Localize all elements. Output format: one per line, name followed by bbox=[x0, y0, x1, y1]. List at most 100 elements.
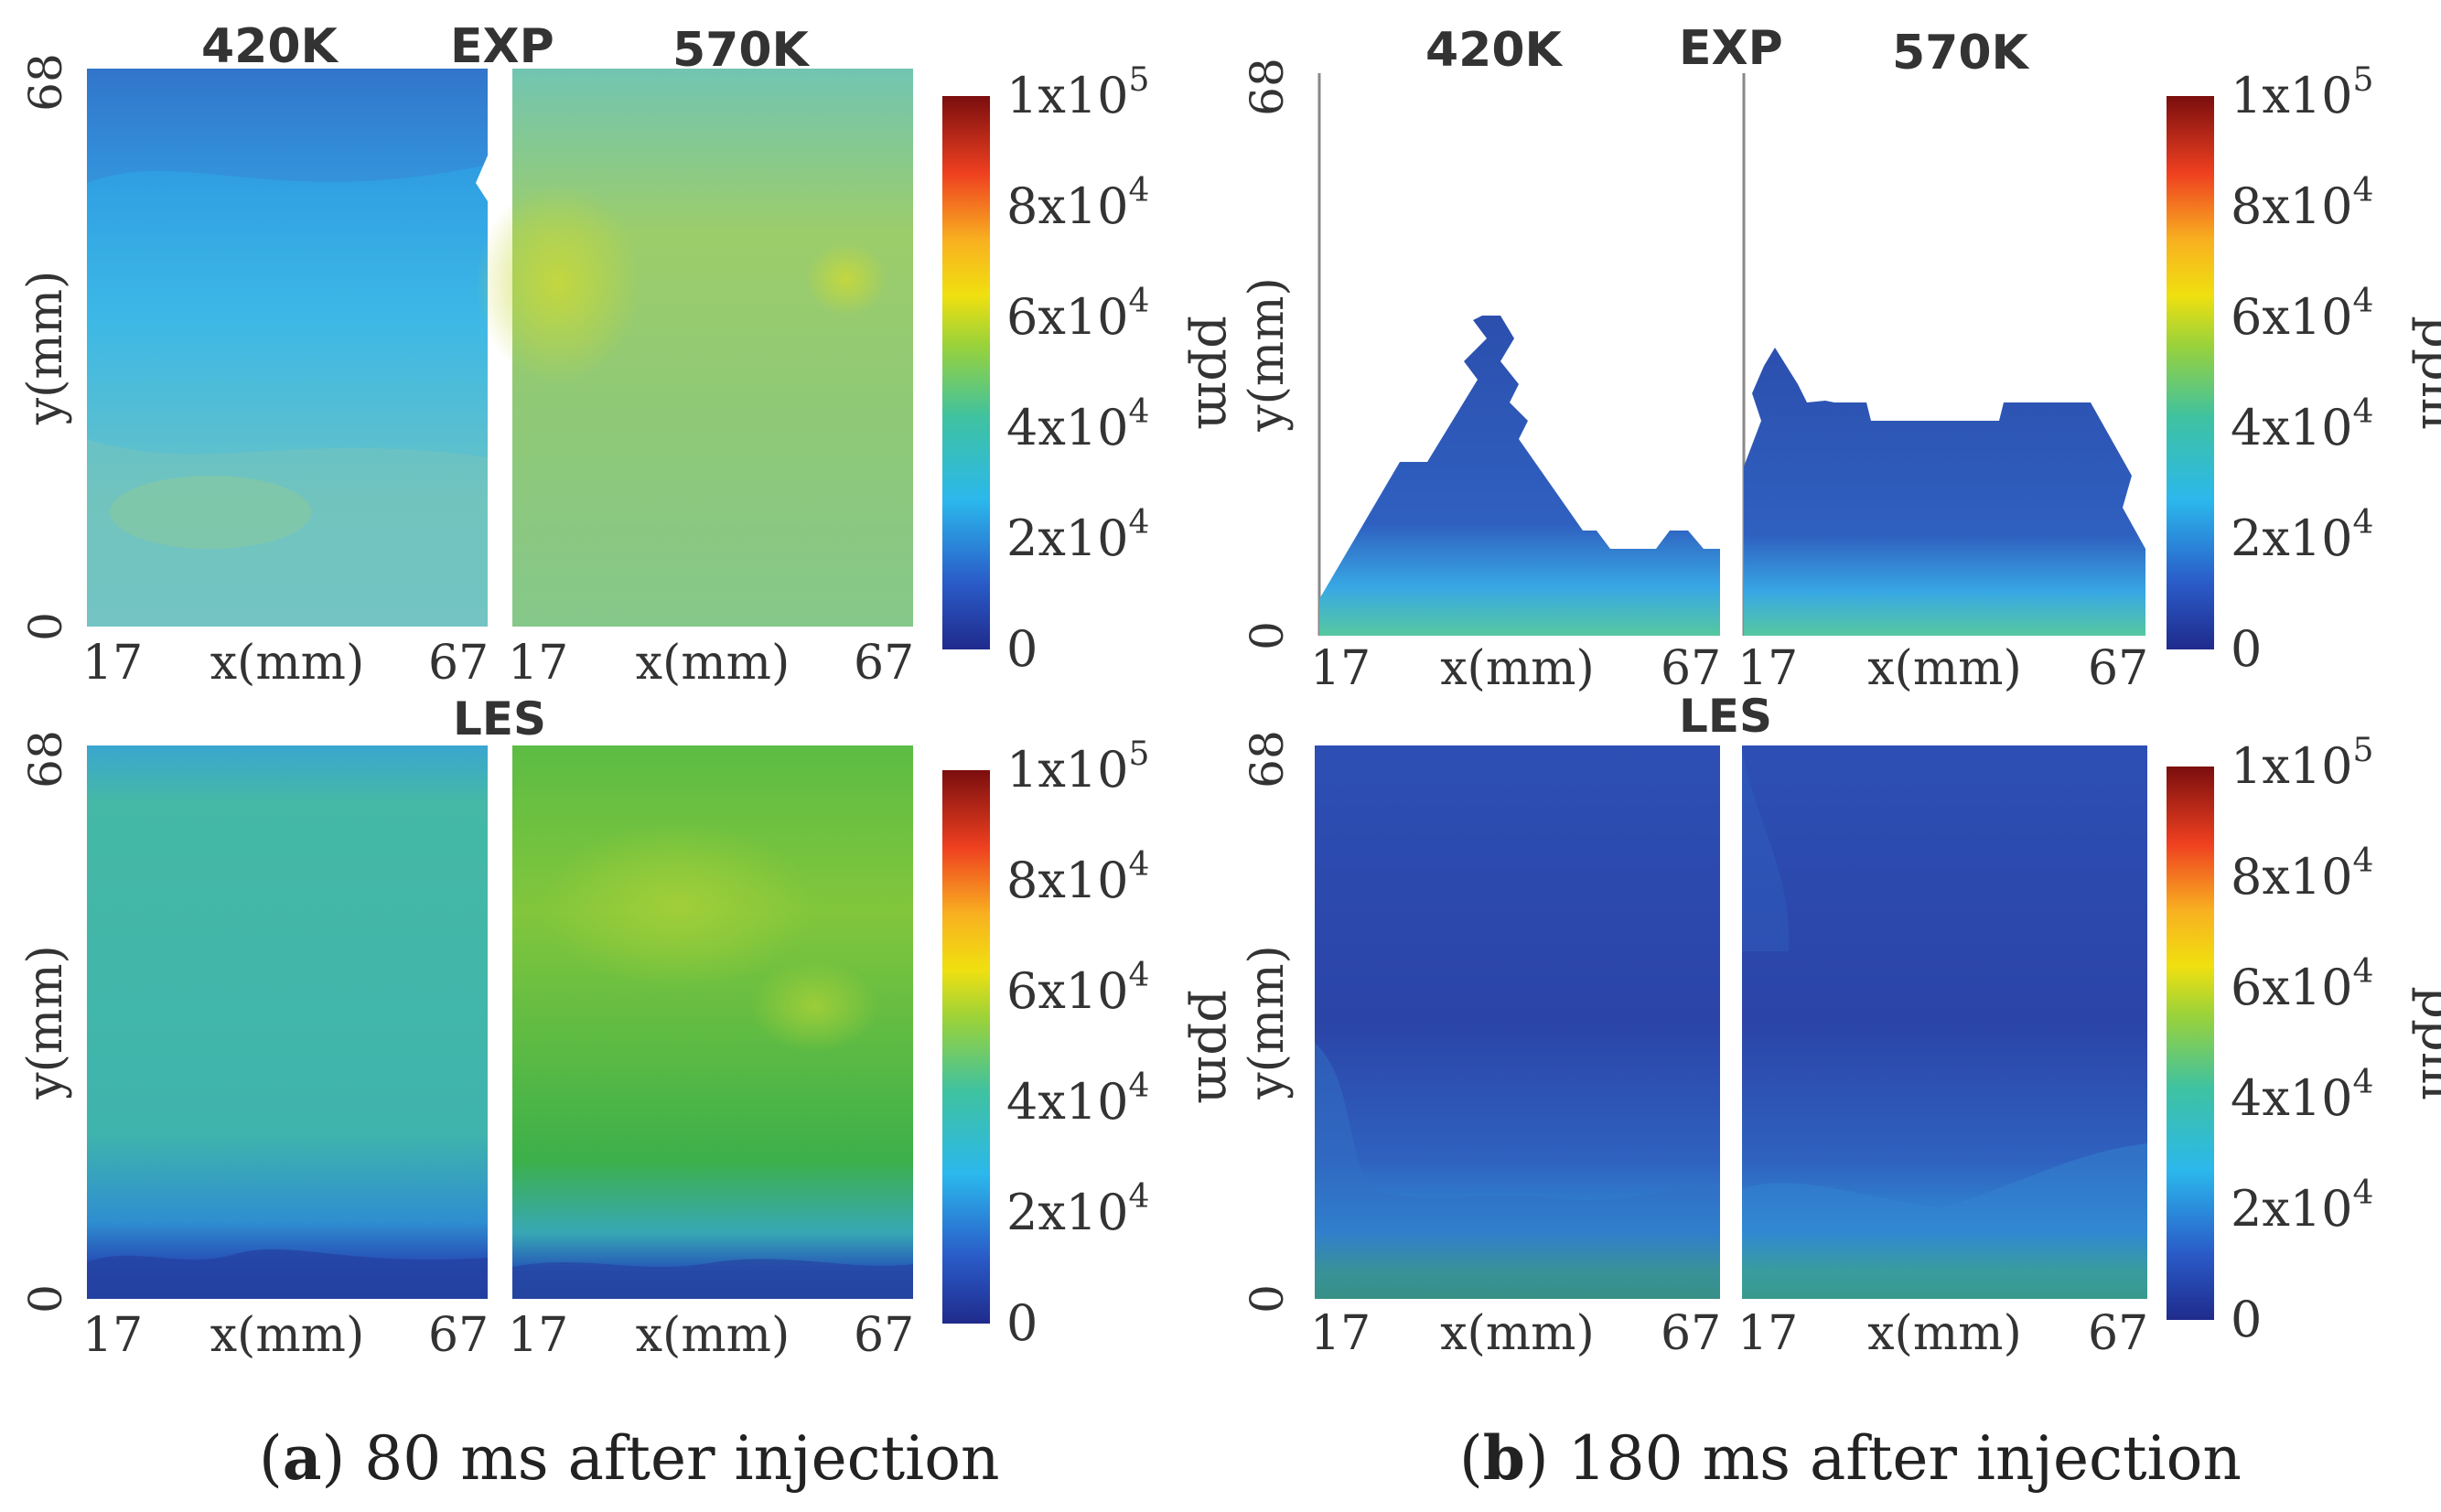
title-420k-a: 420K bbox=[201, 19, 339, 74]
plot-exp-570k-180ms bbox=[1744, 348, 2145, 636]
x-tick-max-7: 67 bbox=[2088, 1306, 2148, 1361]
colorbar-top-left bbox=[942, 96, 990, 649]
x-tick-min-3: 17 bbox=[508, 1308, 568, 1363]
x-tick-max-1: 67 bbox=[854, 636, 914, 691]
x-tick-max-2: 67 bbox=[428, 1308, 489, 1363]
contour-band bbox=[476, 183, 640, 384]
x-tick-min-0: 17 bbox=[82, 636, 143, 691]
y-tick-min-6: 0 bbox=[1241, 1284, 1294, 1314]
contour-band bbox=[540, 823, 814, 988]
colorbar-2-tick-5: 1x105 bbox=[2231, 61, 2373, 124]
y-axis-label-6: y(mm) bbox=[1240, 945, 1295, 1100]
x-tick-min-1: 17 bbox=[508, 636, 568, 691]
data-gap bbox=[476, 155, 488, 201]
y-axis-label-0: y(mm) bbox=[18, 271, 73, 426]
axes: 17 67 x(mm) 0 68 y(mm) 17 67 x(mm) 17 67 x(mm) 0 68 y(… bbox=[18, 53, 2148, 1363]
x-tick-min-6: 17 bbox=[1310, 1306, 1371, 1361]
colorbar-1-tick-2: 4x104 bbox=[1006, 1067, 1149, 1131]
contour-band bbox=[110, 476, 311, 549]
title-les-b: LES bbox=[1679, 690, 1772, 743]
y-tick-min-0: 0 bbox=[19, 612, 72, 641]
x-axis-label-7: x(mm) bbox=[1867, 1306, 2022, 1361]
colorbar-1-tick-5: 1x105 bbox=[1006, 735, 1149, 799]
colorbar-3-tick-1: 2x104 bbox=[2231, 1174, 2373, 1238]
colorbar-2-tick-2: 4x104 bbox=[2231, 393, 2373, 456]
title-exp-a: EXP bbox=[450, 19, 554, 74]
colorbar-3-tick-2: 4x104 bbox=[2231, 1064, 2373, 1127]
title-420k-b: 420K bbox=[1425, 23, 1564, 78]
plot-les-420k-80ms bbox=[87, 745, 488, 1299]
colorbar-0-tick-2: 4x104 bbox=[1006, 393, 1149, 456]
x-tick-max-3: 67 bbox=[854, 1308, 914, 1363]
colorbar-2-tick-4: 8x104 bbox=[2231, 172, 2373, 235]
x-axis-label-0: x(mm) bbox=[210, 636, 365, 691]
colorbar-1-tick-1: 2x104 bbox=[1006, 1178, 1149, 1241]
x-axis-label-5: x(mm) bbox=[1867, 641, 2022, 696]
contour-band bbox=[512, 1259, 913, 1299]
colorbar-bottom-right bbox=[2167, 767, 2214, 1320]
y-tick-max-4: 68 bbox=[1241, 58, 1294, 116]
caption-b-text: 180 ms after injection bbox=[1549, 1423, 2242, 1494]
colorbar-2-tick-1: 2x104 bbox=[2231, 504, 2373, 567]
title-570k-a: 570K bbox=[672, 23, 811, 78]
colorbar-3-tick-0: 0 bbox=[2231, 1291, 2262, 1348]
contour-band bbox=[805, 242, 887, 316]
x-axis-label-4: x(mm) bbox=[1440, 641, 1595, 696]
x-axis-label-3: x(mm) bbox=[636, 1308, 790, 1363]
y-tick-min-2: 0 bbox=[19, 1284, 72, 1314]
colorbar-unit-3: ppm bbox=[2410, 986, 2441, 1100]
title-exp-b: EXP bbox=[1679, 21, 1783, 76]
colorbar-2-tick-3: 6x104 bbox=[2231, 283, 2373, 346]
colorbar-3-tick-4: 8x104 bbox=[2231, 842, 2373, 906]
colorbar-0-tick-3: 6x104 bbox=[1006, 283, 1149, 346]
contour-band bbox=[87, 69, 488, 183]
colorbar-3-tick-3: 6x104 bbox=[2231, 953, 2373, 1016]
colorbar-unit-0: ppm bbox=[1186, 316, 1245, 430]
caption-b: (b) 180 ms after injection bbox=[1459, 1422, 2242, 1494]
colorbar-ticks: 0 2x104 4x104 6x104 8x104 1x105 ppm 0 2x104 4x104… bbox=[1006, 61, 2441, 1352]
y-tick-max-6: 68 bbox=[1241, 730, 1294, 788]
x-tick-max-0: 67 bbox=[428, 636, 489, 691]
colorbar-1-tick-3: 6x104 bbox=[1006, 957, 1149, 1020]
x-tick-max-4: 67 bbox=[1661, 641, 1721, 696]
x-tick-min-4: 17 bbox=[1310, 641, 1371, 696]
x-tick-max-5: 67 bbox=[2088, 641, 2148, 696]
y-tick-max-2: 68 bbox=[19, 730, 72, 788]
x-axis-label-6: x(mm) bbox=[1440, 1306, 1595, 1361]
colorbar-3-tick-5: 1x105 bbox=[2231, 732, 2373, 795]
plot-exp-420k-180ms bbox=[1319, 316, 1720, 636]
contour-band bbox=[750, 960, 878, 1052]
colorbar-0-tick-0: 0 bbox=[1006, 620, 1038, 678]
x-tick-min-5: 17 bbox=[1737, 641, 1798, 696]
x-axis-label-1: x(mm) bbox=[636, 636, 790, 691]
x-tick-max-6: 67 bbox=[1661, 1306, 1721, 1361]
caption-a-letter: a bbox=[283, 1422, 322, 1494]
colorbar-2-tick-0: 0 bbox=[2231, 620, 2262, 678]
colorbar-0-tick-5: 1x105 bbox=[1006, 61, 1149, 124]
colorbar-bottom-left bbox=[942, 770, 990, 1324]
contour-band bbox=[87, 1249, 488, 1299]
y-tick-min-4: 0 bbox=[1241, 621, 1294, 650]
colorbar-1-tick-0: 0 bbox=[1006, 1294, 1038, 1352]
caption-b-letter: b bbox=[1483, 1422, 1525, 1494]
y-axis-label-2: y(mm) bbox=[18, 945, 73, 1100]
x-axis-label-2: x(mm) bbox=[210, 1308, 365, 1363]
title-les-a: LES bbox=[453, 692, 546, 745]
x-tick-min-7: 17 bbox=[1737, 1306, 1798, 1361]
colorbar-0-tick-1: 2x104 bbox=[1006, 504, 1149, 567]
contour-band bbox=[1742, 1143, 2147, 1299]
colorbar-top-right bbox=[2167, 96, 2214, 649]
caption-a: (a) 80 ms after injection bbox=[259, 1422, 1000, 1494]
contour-band bbox=[1315, 1043, 1720, 1299]
contour-band bbox=[1742, 750, 1790, 951]
y-axis-label-4: y(mm) bbox=[1240, 277, 1295, 433]
colorbar-unit-2: ppm bbox=[2410, 316, 2441, 430]
colorbar-unit-1: ppm bbox=[1186, 990, 1245, 1104]
colorbar-1-tick-4: 8x104 bbox=[1006, 846, 1149, 909]
y-tick-max-0: 68 bbox=[19, 53, 72, 112]
caption-a-text: 80 ms after injection bbox=[345, 1423, 999, 1494]
title-570k-b: 570K bbox=[1892, 26, 2030, 80]
x-tick-min-2: 17 bbox=[82, 1308, 143, 1363]
colorbar-0-tick-4: 8x104 bbox=[1006, 172, 1149, 235]
